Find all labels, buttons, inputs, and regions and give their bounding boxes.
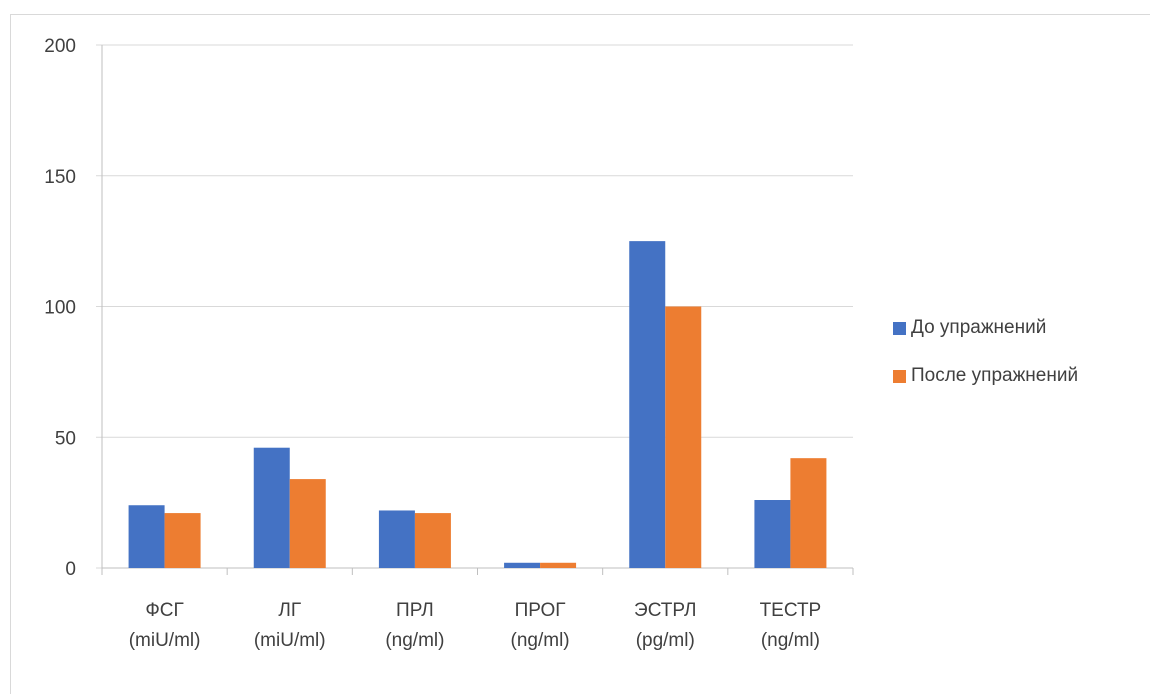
- x-category-label: (ng/ml): [511, 630, 570, 651]
- x-category-label: (pg/ml): [636, 630, 695, 651]
- chart-frame: [10, 14, 1150, 694]
- x-category-label: (ng/ml): [761, 630, 820, 651]
- bar-before-2: [378, 510, 415, 568]
- bar-after-0: [164, 513, 201, 568]
- bar-after-3: [540, 562, 577, 568]
- x-category-label: (ng/ml): [385, 630, 444, 651]
- legend-item-after: После упражнений: [893, 360, 1078, 392]
- bar-after-2: [414, 513, 451, 568]
- x-category-label: (miU/ml): [129, 630, 201, 651]
- legend-swatch-after: [893, 369, 906, 383]
- bar-before-3: [504, 562, 541, 568]
- bar-after-5: [790, 458, 827, 568]
- legend-label-after: После упражнений: [911, 365, 1079, 386]
- x-category-label: ФСГ: [145, 600, 183, 621]
- x-category-label: ТЕСТР: [760, 600, 822, 621]
- bar-after-4: [665, 306, 702, 568]
- bar-chart: 0 50 100 150 200 ФСГ (miU/ml) ЛГ (miU/ml) ПРЛ (ng/…: [44, 36, 854, 651]
- y-tick-label: 100: [44, 298, 76, 319]
- x-category-label: ЛГ: [278, 600, 301, 621]
- bar-before-4: [629, 241, 666, 568]
- x-category-label: (miU/ml): [254, 630, 326, 651]
- y-tick-label: 50: [55, 428, 76, 449]
- bar-before-0: [128, 505, 165, 568]
- x-category-label: ПРОГ: [515, 600, 566, 621]
- x-category-label: ЭСТРЛ: [634, 600, 696, 621]
- bar-after-1: [289, 479, 326, 568]
- bar-before-1: [253, 447, 290, 568]
- legend-label-before: До упражнений: [911, 317, 1047, 338]
- bar-before-5: [754, 500, 791, 568]
- legend-swatch-before: [893, 321, 906, 335]
- y-tick-label: 150: [44, 167, 76, 188]
- y-tick-label: 200: [44, 36, 76, 57]
- x-category-label: ПРЛ: [396, 600, 434, 621]
- legend-item-before: До упражнений: [893, 312, 1078, 344]
- legend: До упражнений После упражнений: [893, 312, 1078, 408]
- y-tick-label: 0: [65, 559, 76, 580]
